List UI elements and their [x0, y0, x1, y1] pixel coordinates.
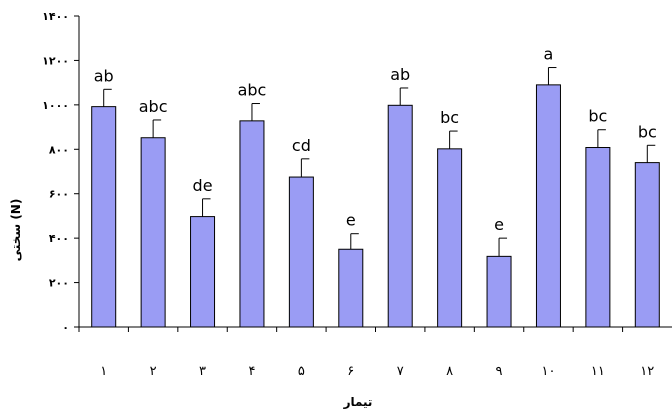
data-label-11: bc [588, 107, 607, 126]
bar-3 [190, 216, 216, 328]
error-bar-8 [449, 130, 458, 149]
data-label-7: ab [390, 65, 410, 84]
y-tick-label: ١٠٠٠ [42, 99, 69, 112]
bar-4 [239, 120, 265, 328]
data-label-1: ab [94, 66, 114, 85]
bar-11 [585, 147, 611, 328]
y-tick-label: ١٢٠٠ [42, 54, 69, 67]
y-tick-label: ٨٠٠ [49, 143, 69, 156]
x-tick-label: ١٢ [640, 364, 654, 379]
bar-2 [140, 137, 166, 328]
bar-1 [91, 106, 117, 328]
bar-7 [387, 104, 413, 328]
error-bar-1 [103, 88, 112, 107]
error-bar-4 [251, 103, 260, 121]
x-tick-label: ٩ [496, 364, 503, 379]
x-tick-label: ۶ [347, 364, 354, 379]
data-label-4: abc [238, 81, 267, 100]
data-label-5: cd [292, 136, 311, 155]
y-tick-label: ۶٠٠ [49, 188, 69, 201]
x-tick-label: ١١ [591, 364, 605, 379]
bar-12 [634, 162, 660, 328]
error-bar-7 [399, 87, 409, 106]
bar-6 [338, 248, 364, 328]
error-bar-5 [300, 158, 310, 178]
data-label-10: a [544, 45, 554, 64]
x-axis-title: تیمار [343, 395, 373, 409]
data-label-8: bc [440, 108, 459, 127]
error-bars [103, 67, 656, 257]
bars [91, 84, 660, 328]
error-bar-10 [547, 67, 557, 85]
x-tick-label: ٣ [199, 364, 206, 379]
y-axis-ticks: ٠ ٢٠٠ ۴٠٠ ۶٠٠ ٨٠٠ ١٠٠٠ ١٢٠٠ ١۴٠٠ [42, 10, 79, 334]
data-label-9: e [494, 215, 504, 234]
bar-8 [437, 148, 463, 328]
y-axis-title: سختی (N) [9, 199, 23, 262]
error-bar-9 [498, 237, 508, 257]
x-tick-label: ٧ [397, 364, 404, 379]
error-bar-6 [350, 233, 359, 250]
bar-10 [535, 84, 561, 328]
x-tick-label: ٨ [446, 364, 453, 379]
error-bar-2 [152, 119, 162, 138]
x-tick-label: ۴ [248, 364, 255, 379]
y-tick-label: ۴٠٠ [49, 232, 69, 245]
data-label-3: de [193, 176, 213, 195]
x-axis-ticks: ١ ٢ ٣ ۴ ۵ ۶ ٧ ٨ ٩ ١٠ ١١ ١٢ [78, 327, 654, 379]
y-tick-label: ٠ [62, 321, 69, 334]
x-tick-label: ١٠ [541, 364, 555, 379]
x-tick-label: ۵ [298, 364, 305, 379]
bar-5 [288, 176, 314, 328]
data-label-12: bc [638, 122, 657, 141]
x-tick-label: ١ [100, 364, 107, 379]
error-bar-11 [597, 129, 606, 148]
data-label-6: e [346, 211, 356, 230]
data-label-2: abc [139, 97, 168, 116]
error-bar-3 [202, 198, 211, 217]
x-tick-label: ٢ [150, 364, 157, 379]
y-tick-label: ٢٠٠ [49, 277, 69, 290]
error-bar-12 [646, 144, 656, 163]
bar-9 [486, 255, 512, 328]
y-tick-label: ١۴٠٠ [42, 10, 69, 23]
